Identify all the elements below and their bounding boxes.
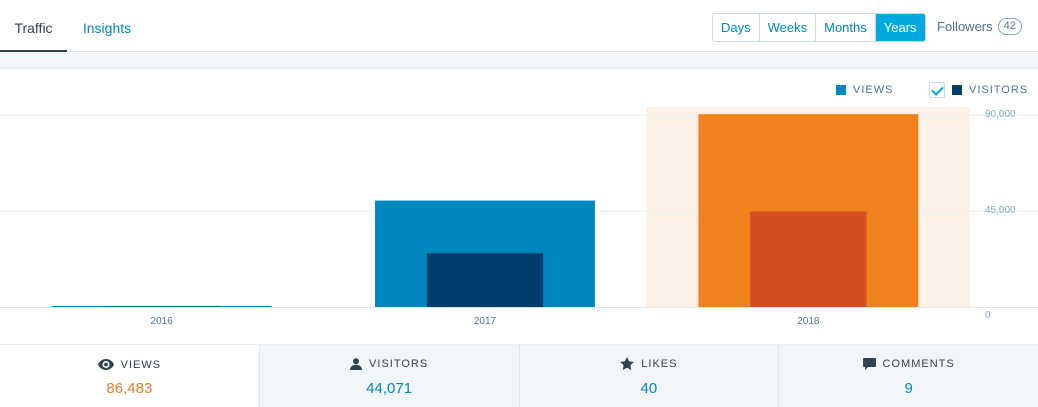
summary-visitors-value: 44,071 [366,380,413,397]
summary-tab-visitors[interactable]: VISITORS 44,071 [258,345,519,407]
summary-tabs: VIEWS 86,483 VISITORS 44,071 LIKES 40 CO… [0,344,1038,407]
tab-insights[interactable]: Insights [82,20,132,36]
summary-tab-views[interactable]: VIEWS 86,483 [0,345,259,407]
summary-visitors-label: VISITORS [369,358,429,370]
summary-views-value: 86,483 [106,380,153,397]
legend-visitors[interactable]: VISITORS [929,82,1028,98]
summary-tab-comments[interactable]: COMMENTS 9 [778,345,1038,407]
summary-likes-label: LIKES [641,357,678,370]
bar-visitors-2017[interactable] [426,253,544,307]
summary-views-label: VIEWS [120,358,162,371]
summary-likes-value: 40 [640,380,658,397]
eye-icon [97,359,114,370]
x-tick-label: 2018 [797,316,820,327]
legend-visitors-swatch [952,85,962,95]
period-weeks-button[interactable]: Weeks [759,14,817,41]
stats-nav: Traffic Insights Days Weeks Months Years… [0,0,1038,52]
followers-count-badge: 42 [997,18,1022,35]
legend-views-swatch [836,85,846,95]
section-divider [0,53,1038,69]
stats-chart: 90,000 45,000 0 2016 2017 2018 [0,107,1038,337]
comment-icon [862,358,876,370]
x-tick-label: 2017 [473,316,497,327]
tab-traffic[interactable]: Traffic [0,0,67,52]
x-tick-label: 2016 [150,316,173,327]
bar-views-2016[interactable] [51,305,272,307]
legend-views-label: VIEWS [853,84,894,96]
y-tick-label: 0 [985,310,991,321]
followers-link[interactable]: Followers 42 [937,18,1022,35]
legend-views: VIEWS [836,82,893,98]
followers-label: Followers [937,19,993,34]
period-months-button[interactable]: Months [816,14,876,41]
chart-canvas [0,107,1038,308]
period-days-button[interactable]: Days [713,14,760,41]
legend-visitors-label: VISITORS [969,84,1029,96]
y-tick-label: 90,000 [985,109,1016,120]
bar-visitors-2018[interactable] [750,211,867,307]
person-icon [350,358,363,370]
summary-comments-value: 9 [904,380,913,397]
summary-tab-likes[interactable]: LIKES 40 [518,345,779,407]
summary-comments-label: COMMENTS [882,358,955,370]
period-selector: Days Weeks Months Years [712,13,926,42]
y-tick-label: 45,000 [985,205,1016,216]
period-years-button[interactable]: Years [875,14,925,41]
bar-visitors-2016[interactable] [103,306,220,308]
visitors-checkbox[interactable] [929,82,945,98]
star-icon [620,357,635,370]
